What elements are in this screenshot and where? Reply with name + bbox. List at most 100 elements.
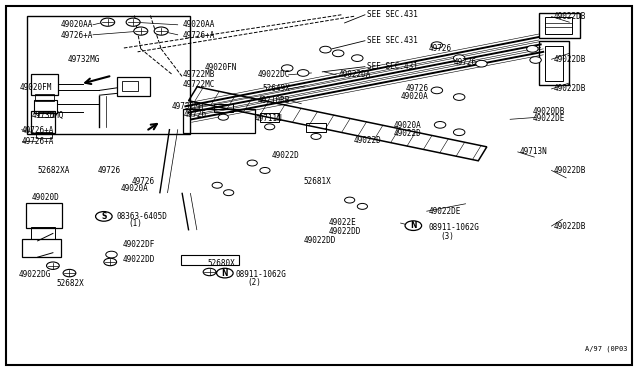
- Text: 49020A: 49020A: [401, 92, 429, 101]
- Circle shape: [344, 197, 355, 203]
- Text: 49726+A: 49726+A: [22, 126, 54, 135]
- Circle shape: [405, 221, 422, 231]
- Text: 49020FN: 49020FN: [204, 63, 237, 72]
- Text: 49726: 49726: [131, 177, 154, 186]
- Circle shape: [95, 212, 112, 221]
- Text: 49022DB: 49022DB: [554, 12, 586, 21]
- Bar: [38, 112, 53, 118]
- Circle shape: [530, 57, 541, 63]
- Circle shape: [431, 42, 443, 48]
- Bar: [22, 239, 61, 257]
- Text: 49722MC: 49722MC: [182, 80, 214, 89]
- Text: 49726: 49726: [454, 58, 477, 67]
- Circle shape: [260, 167, 270, 173]
- Circle shape: [216, 268, 233, 278]
- Bar: [214, 103, 233, 112]
- Text: 49726: 49726: [406, 84, 429, 93]
- Circle shape: [106, 251, 117, 258]
- Bar: [36, 132, 52, 138]
- Bar: [35, 94, 54, 101]
- Text: 49726+A: 49726+A: [22, 137, 54, 146]
- Text: 49022DE: 49022DE: [429, 207, 461, 216]
- Bar: [260, 113, 279, 122]
- Text: 49022DD: 49022DD: [303, 236, 335, 246]
- Circle shape: [126, 18, 140, 26]
- Text: 49020A: 49020A: [120, 185, 148, 193]
- Text: 49020AA: 49020AA: [61, 20, 93, 29]
- Text: N: N: [410, 221, 417, 230]
- Text: 49710RB: 49710RB: [258, 96, 291, 105]
- Text: 49730MQ: 49730MQ: [31, 111, 63, 120]
- Circle shape: [154, 27, 168, 35]
- Text: 49022DF: 49022DF: [123, 240, 156, 249]
- Text: 49020DB: 49020DB: [532, 107, 564, 116]
- Text: 49732MH: 49732MH: [172, 102, 204, 111]
- Circle shape: [351, 55, 363, 61]
- Text: 08911-1062G: 08911-1062G: [235, 270, 286, 279]
- Text: 49726+A: 49726+A: [182, 31, 214, 41]
- Text: 49726: 49726: [429, 44, 452, 52]
- Text: 49022DB: 49022DB: [554, 55, 586, 64]
- Text: 52649X: 52649X: [262, 84, 291, 93]
- Bar: [539, 13, 580, 38]
- Text: 49020D: 49020D: [31, 193, 59, 202]
- Text: 49732MG: 49732MG: [68, 55, 100, 64]
- Text: 49022D: 49022D: [354, 136, 382, 145]
- Text: 52681X: 52681X: [303, 177, 331, 186]
- Circle shape: [104, 258, 116, 266]
- Text: 49022DE: 49022DE: [532, 114, 564, 123]
- Bar: [545, 46, 563, 81]
- Text: 49022DD: 49022DD: [123, 255, 156, 264]
- Circle shape: [247, 160, 257, 166]
- Text: A/97 (0P03: A/97 (0P03: [585, 345, 628, 352]
- Text: N: N: [221, 269, 228, 278]
- Circle shape: [203, 268, 216, 276]
- Text: SEE SEC.431: SEE SEC.431: [367, 62, 418, 71]
- Bar: [307, 123, 326, 132]
- Text: 49722MB: 49722MB: [182, 70, 214, 79]
- Circle shape: [476, 60, 487, 67]
- Text: (3): (3): [440, 231, 454, 241]
- Text: 49711N: 49711N: [254, 114, 282, 123]
- Text: 49022D: 49022D: [271, 151, 299, 160]
- Text: 49726: 49726: [97, 166, 120, 175]
- Text: 49022DB: 49022DB: [554, 221, 586, 231]
- Text: SEE SEC.431: SEE SEC.431: [367, 10, 418, 19]
- Circle shape: [63, 269, 76, 277]
- Circle shape: [320, 46, 331, 53]
- Bar: [31, 74, 58, 95]
- Text: 49022DB: 49022DB: [554, 166, 586, 175]
- Bar: [181, 255, 239, 264]
- Text: (1): (1): [128, 219, 142, 228]
- Circle shape: [212, 182, 222, 188]
- Circle shape: [264, 124, 275, 130]
- Bar: [28, 16, 190, 134]
- Circle shape: [223, 190, 234, 196]
- Text: 49022DD: 49022DD: [328, 227, 361, 236]
- Circle shape: [527, 45, 538, 52]
- Text: 49022DG: 49022DG: [19, 270, 51, 279]
- Bar: [117, 77, 150, 96]
- Text: 52680X: 52680X: [207, 259, 236, 267]
- Circle shape: [100, 18, 115, 26]
- Bar: [26, 203, 63, 228]
- Bar: [545, 17, 572, 34]
- Text: 52682X: 52682X: [57, 279, 84, 288]
- Text: 49022DB: 49022DB: [554, 84, 586, 93]
- Bar: [539, 41, 570, 85]
- Text: 49020A: 49020A: [393, 122, 421, 131]
- Bar: [34, 100, 57, 113]
- Text: 49022E: 49022E: [328, 218, 356, 227]
- Circle shape: [134, 27, 148, 35]
- Bar: [31, 227, 56, 238]
- Circle shape: [431, 87, 443, 94]
- Text: SEE SEC.431: SEE SEC.431: [367, 36, 418, 45]
- Text: 49726: 49726: [184, 110, 207, 119]
- Bar: [122, 81, 138, 92]
- Bar: [184, 109, 255, 134]
- Text: S: S: [101, 212, 106, 221]
- Text: 49022DC: 49022DC: [258, 70, 291, 79]
- Circle shape: [282, 65, 293, 71]
- Text: 49022D: 49022D: [393, 129, 421, 138]
- Circle shape: [454, 94, 465, 100]
